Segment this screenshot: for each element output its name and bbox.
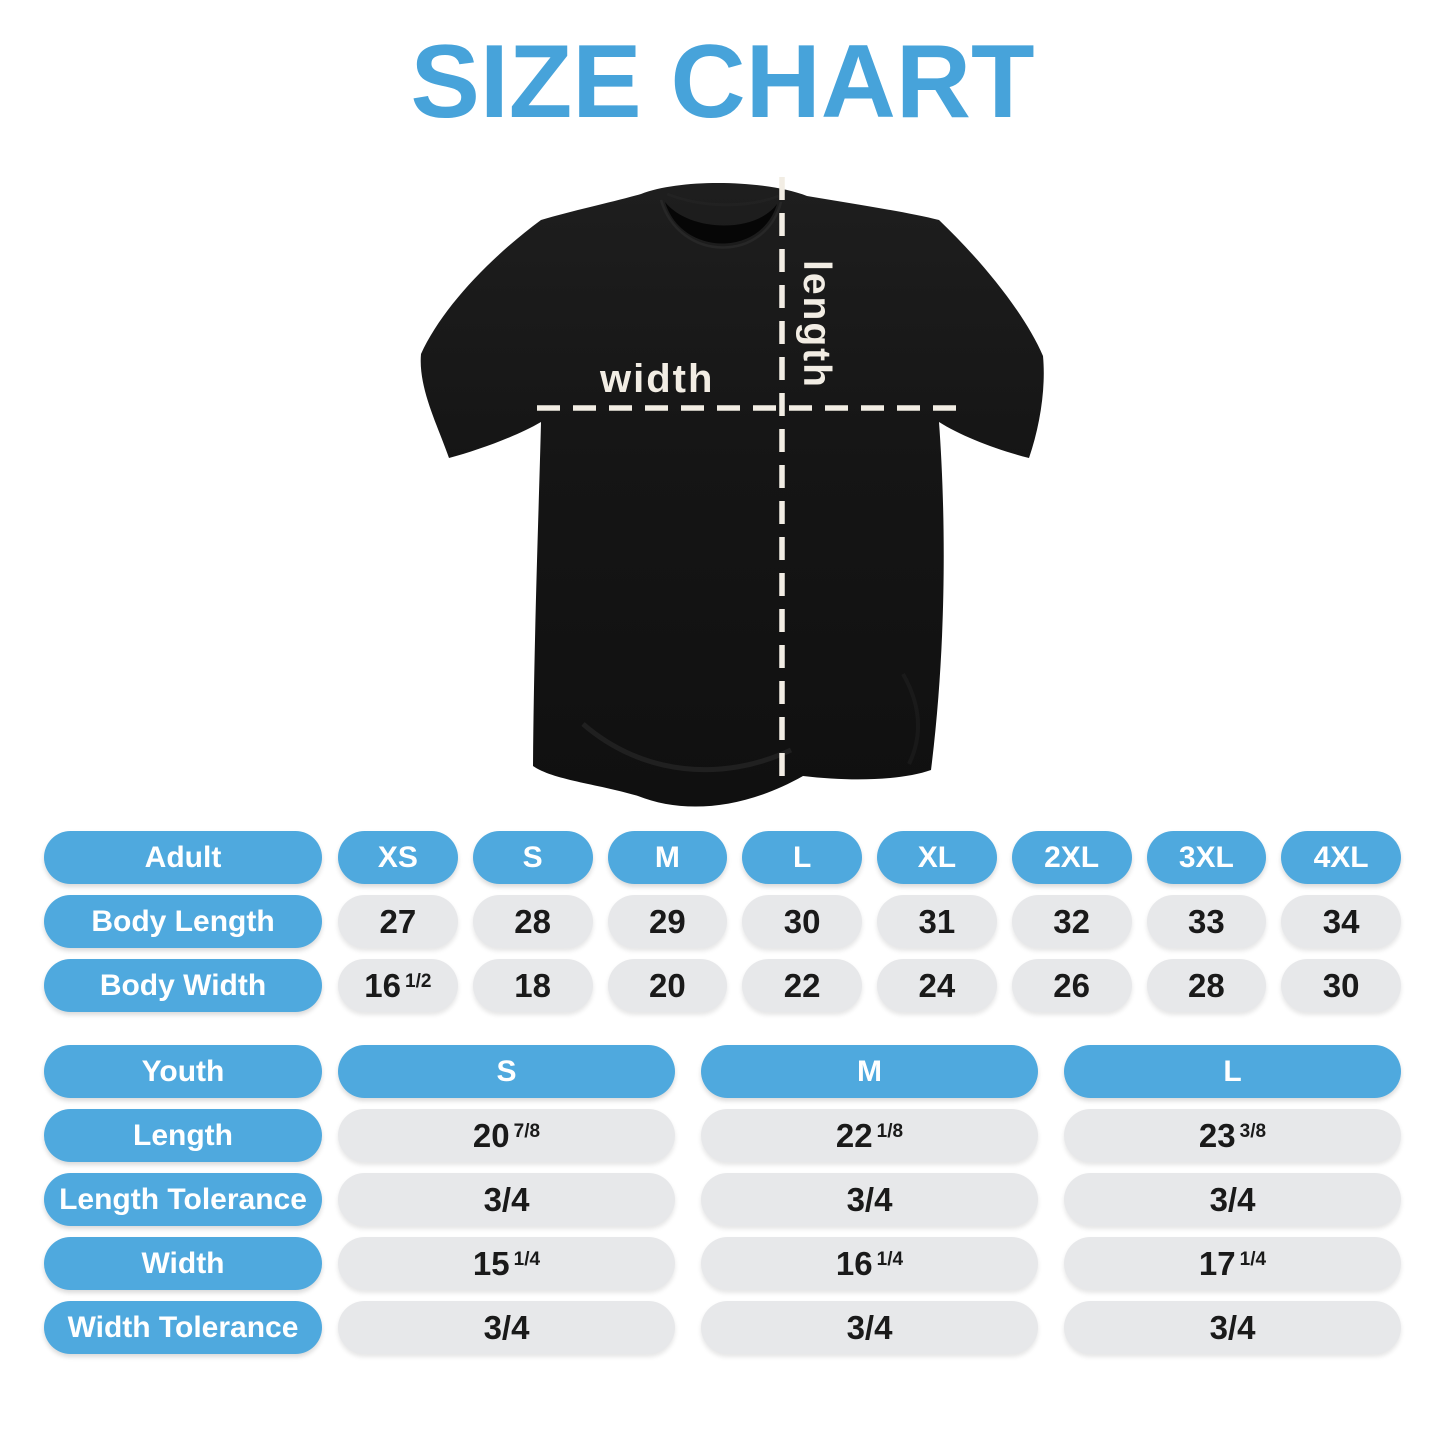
adult-size-header-4xl: 4XL xyxy=(1281,831,1401,884)
value-cell: 29 xyxy=(607,895,728,948)
adult-header-row: Adult XS S M L XL 2XL 3XL 4XL xyxy=(44,831,1401,884)
adult-size-table: Adult XS S M L XL 2XL 3XL 4XL Body Lengt… xyxy=(44,831,1401,1012)
tshirt-graphic: width length xyxy=(420,177,1044,807)
value-cell: 20 xyxy=(607,959,728,1012)
adult-size-header-xl: XL xyxy=(877,831,997,884)
youth-size-header-s: S xyxy=(338,1045,675,1098)
value-cell: 18 xyxy=(472,959,593,1012)
page-title: SIZE CHART xyxy=(410,24,1035,140)
youth-size-header-m: M xyxy=(701,1045,1038,1098)
value-cell: 26 xyxy=(1011,959,1132,1012)
row-label-pill: Length Tolerance xyxy=(44,1173,322,1226)
value-cell: 3/4 xyxy=(1064,1301,1401,1354)
value-cell: 23 3/8 xyxy=(1064,1109,1401,1162)
adult-corner-label: Adult xyxy=(44,831,322,884)
youth-corner-label: Youth xyxy=(44,1045,322,1098)
body-length-row: Body Length 27 28 29 30 31 32 33 34 xyxy=(44,895,1401,948)
row-label-pill: Width Tolerance xyxy=(44,1301,322,1354)
value-cell: 31 xyxy=(877,895,997,948)
hem-fold-wrinkle xyxy=(580,722,792,773)
back-collar-seam xyxy=(665,192,780,207)
value-cell: 3/4 xyxy=(701,1301,1038,1354)
adult-size-header-l: L xyxy=(742,831,862,884)
value-cell: 20 7/8 xyxy=(338,1109,675,1162)
tshirt-silhouette xyxy=(420,182,1044,807)
youth-size-header-l: L xyxy=(1064,1045,1401,1098)
value-cell: 30 xyxy=(1281,959,1401,1012)
value-cell: 3/4 xyxy=(1064,1173,1401,1226)
adult-size-header-s: S xyxy=(472,831,593,884)
value-cell: 3/4 xyxy=(338,1173,675,1226)
length-measure-label: length xyxy=(795,260,838,389)
value-cell: 16 1/2 xyxy=(338,959,458,1012)
value-cell: 3/4 xyxy=(338,1301,675,1354)
adult-size-header-xs: XS xyxy=(338,831,458,884)
value-cell: 30 xyxy=(742,895,862,948)
tshirt-measurement-diagram: width length xyxy=(383,164,1063,814)
collar-seam xyxy=(659,199,782,249)
youth-header-row: Youth S M L xyxy=(44,1045,1401,1098)
value-cell: 34 xyxy=(1281,895,1401,948)
size-tables: Adult XS S M L XL 2XL 3XL 4XL Body Lengt… xyxy=(44,831,1401,1354)
youth-length-row: Length 20 7/8 22 1/8 23 3/8 xyxy=(44,1109,1401,1162)
value-cell: 28 xyxy=(1146,959,1267,1012)
value-cell: 24 xyxy=(877,959,997,1012)
youth-width-row: Width 15 1/4 16 1/4 17 1/4 xyxy=(44,1237,1401,1290)
value-cell: 22 1/8 xyxy=(701,1109,1038,1162)
adult-size-header-m: M xyxy=(607,831,728,884)
row-label-pill: Width xyxy=(44,1237,322,1290)
row-label-pill: Length xyxy=(44,1109,322,1162)
value-cell: 27 xyxy=(338,895,458,948)
value-cell: 22 xyxy=(742,959,862,1012)
body-width-row: Body Width 16 1/2 18 20 22 24 26 28 30 xyxy=(44,959,1401,1012)
youth-width-tolerance-row: Width Tolerance 3/4 3/4 3/4 xyxy=(44,1301,1401,1354)
value-cell: 32 xyxy=(1011,895,1132,948)
value-cell: 33 xyxy=(1146,895,1267,948)
side-wrinkle xyxy=(900,673,920,765)
adult-size-header-2xl: 2XL xyxy=(1011,831,1132,884)
youth-length-tolerance-row: Length Tolerance 3/4 3/4 3/4 xyxy=(44,1173,1401,1226)
value-cell: 3/4 xyxy=(701,1173,1038,1226)
value-cell: 17 1/4 xyxy=(1064,1237,1401,1290)
value-cell: 28 xyxy=(472,895,593,948)
youth-size-table: Youth S M L Length 20 7/8 22 1/8 23 3/8 Len… xyxy=(44,1045,1401,1354)
adult-size-header-3xl: 3XL xyxy=(1146,831,1267,884)
value-cell: 15 1/4 xyxy=(338,1237,675,1290)
value-cell: 16 1/4 xyxy=(701,1237,1038,1290)
row-label-pill: Body Length xyxy=(44,895,322,948)
collar-opening xyxy=(664,202,777,244)
width-measure-label: width xyxy=(599,357,714,401)
row-label-pill: Body Width xyxy=(44,959,322,1012)
